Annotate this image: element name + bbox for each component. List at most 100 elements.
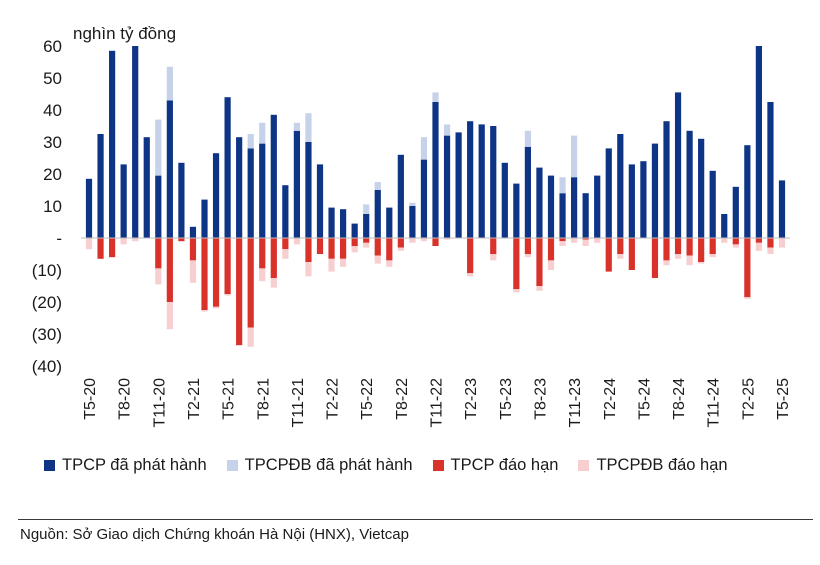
- bar-segment: [663, 121, 670, 238]
- bar-segment: [270, 238, 277, 278]
- bar-segment: [443, 124, 451, 136]
- x-tick-label: T5-21: [221, 378, 238, 420]
- bar-segment: [201, 238, 208, 310]
- bar-segment: [259, 143, 266, 238]
- bar-segment: [501, 162, 508, 238]
- bar-segment: [443, 135, 451, 238]
- legend-swatch-tpcpdb-issued: [226, 460, 238, 471]
- bar-segment: [698, 262, 705, 264]
- bar-segment: [386, 207, 393, 238]
- bar-segment: [594, 238, 601, 243]
- bar-segment: [617, 254, 624, 259]
- bar-segment: [732, 186, 739, 238]
- bar-segment: [420, 137, 428, 160]
- bar-segment: [316, 164, 324, 238]
- bar-segment: [767, 102, 774, 238]
- y-tick-label: 30: [43, 133, 62, 152]
- bar-segment: [85, 178, 93, 238]
- source-note: Nguồn: Sở Giao dịch Chứng khoán Hà Nội (…: [20, 526, 409, 543]
- bar-segment: [559, 193, 566, 238]
- bar-segment: [617, 238, 624, 254]
- bar-segment: [212, 153, 220, 238]
- y-tick-label: 10: [43, 197, 62, 216]
- bar-segment: [594, 175, 601, 238]
- bar-segment: [363, 204, 370, 214]
- bar-segment: [628, 238, 635, 270]
- bar-segment: [374, 238, 381, 256]
- bar-segment: [178, 238, 185, 242]
- x-tick-label: T11-23: [567, 378, 584, 428]
- bar-segment: [247, 148, 254, 238]
- x-tick-label: T5-23: [498, 378, 515, 420]
- bar-segment: [559, 177, 566, 194]
- x-tick-label: T8-23: [532, 378, 549, 420]
- bar-segment: [767, 238, 774, 248]
- bar-segment: [305, 262, 312, 277]
- bar-segment: [559, 238, 566, 242]
- bar-segment: [744, 297, 751, 299]
- bar-segment: [224, 97, 231, 238]
- y-tick-label: 60: [43, 37, 62, 56]
- bar-segment: [467, 273, 474, 277]
- bar-segment: [247, 134, 254, 149]
- bar-segment: [547, 175, 555, 238]
- bar-segment: [513, 183, 520, 238]
- x-tick-label: T5-25: [775, 378, 792, 420]
- bar-segment: [109, 238, 116, 258]
- bar-segment: [178, 162, 185, 238]
- legend-item-tpcpdb-issued: TPCPĐB đã phát hành: [226, 456, 413, 475]
- bar-segment: [536, 238, 543, 286]
- bar-segment: [524, 238, 531, 254]
- bar-segment: [571, 177, 578, 238]
- x-tick-label: T11-21: [290, 378, 307, 428]
- bar-segment: [628, 164, 635, 238]
- bar-segment: [547, 238, 555, 261]
- bar-segment: [755, 242, 762, 251]
- bar-segment: [490, 126, 497, 238]
- bar-segment: [397, 238, 404, 248]
- bar-segment: [778, 238, 786, 248]
- bar-segment: [397, 154, 404, 238]
- bar-segment: [201, 199, 208, 238]
- bar-segment: [455, 132, 462, 238]
- y-axis-labels: 60 50 40 30 20 10 - (10) (20) (30) (40): [32, 37, 62, 376]
- bar-segment: [536, 167, 543, 238]
- bar-segment: [686, 255, 693, 266]
- bar-segment: [363, 242, 370, 248]
- x-tick-label: T8-21: [255, 378, 272, 420]
- x-tick-label: T2-24: [602, 378, 619, 420]
- bar-segment: [386, 238, 393, 261]
- bar-segment: [420, 238, 428, 242]
- bar-segment: [651, 143, 659, 238]
- bar-segment: [212, 238, 220, 307]
- bar-segment: [582, 239, 589, 246]
- bar-segment: [236, 238, 243, 346]
- bar-segment: [674, 92, 682, 239]
- legend-item-tpcpdb-matured: TPCPĐB đáo hạn: [578, 456, 728, 475]
- bar-segment: [663, 238, 670, 261]
- bar-segment: [351, 238, 358, 246]
- bar-segment: [374, 190, 381, 238]
- bar-segment: [85, 238, 93, 250]
- legend-swatch-tpcpdb-matured: [578, 460, 590, 471]
- bar-segment: [189, 226, 197, 238]
- bar-segment: [767, 247, 774, 254]
- bar-segment: [259, 268, 266, 282]
- bar-chart: 60 50 40 30 20 10 - (10) (20) (30) (40) T5-20 T8-20…: [32, 24, 792, 428]
- x-tick-label: T2-25: [740, 378, 757, 420]
- bar-segment: [467, 238, 474, 274]
- bar-segment: [166, 100, 173, 239]
- x-axis-labels: T5-20 T8-20 T11-20 T2-21 T5-21 T8-21 T11-21 T2-…: [82, 378, 792, 428]
- bar-segment: [686, 238, 693, 256]
- bar-segment: [709, 238, 716, 254]
- bar-segment: [97, 134, 104, 238]
- bar-segment: [293, 238, 300, 245]
- bar-segment: [374, 182, 381, 190]
- bar-segment: [109, 50, 116, 238]
- y-tick-label: (30): [32, 325, 62, 344]
- x-tick-label: T2-21: [186, 378, 203, 420]
- bar-segment: [282, 249, 289, 259]
- bar-segment: [524, 254, 531, 258]
- bar-segment: [755, 46, 762, 238]
- bar-segment: [189, 238, 197, 261]
